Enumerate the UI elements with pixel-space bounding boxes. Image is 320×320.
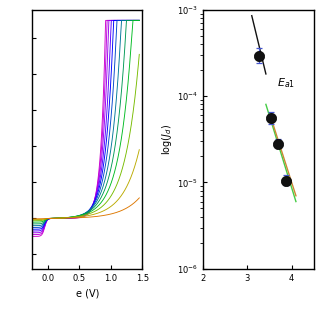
Point	[256, 53, 261, 59]
Y-axis label: log($J_d$): log($J_d$)	[160, 124, 174, 155]
Point	[276, 141, 281, 146]
Point	[268, 116, 274, 121]
Point	[284, 178, 289, 183]
X-axis label: e (V): e (V)	[76, 288, 99, 298]
Text: $E_{a1}$: $E_{a1}$	[277, 76, 295, 90]
